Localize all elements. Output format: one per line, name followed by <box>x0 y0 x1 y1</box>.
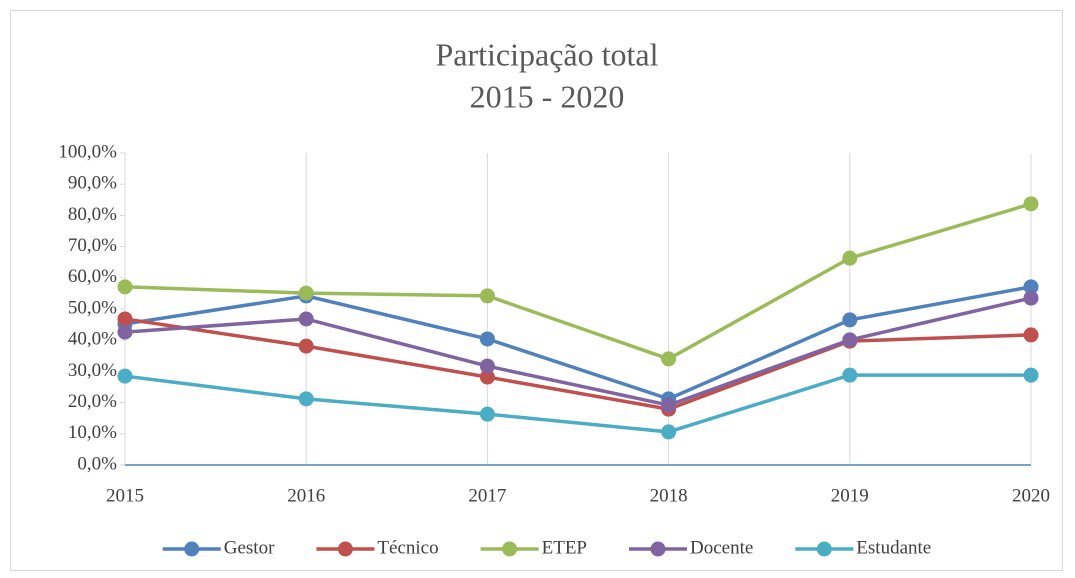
point <box>1023 196 1039 212</box>
series-line <box>124 285 1032 401</box>
point <box>1023 279 1039 295</box>
legend-marker <box>184 541 200 557</box>
legend-label: Gestor <box>224 537 275 558</box>
point <box>298 391 314 407</box>
legend-marker <box>816 541 832 557</box>
point <box>479 369 495 385</box>
point <box>298 311 314 327</box>
y-tick-label: 60,0% <box>68 266 117 287</box>
point <box>842 250 858 266</box>
y-tick-label: 30,0% <box>68 360 117 381</box>
point <box>298 285 314 301</box>
point <box>117 368 133 384</box>
y-tick-label: 0,0% <box>77 453 117 474</box>
point <box>117 324 133 340</box>
x-tick-label: 2017 <box>468 485 506 506</box>
point <box>1023 367 1039 383</box>
point <box>479 288 495 304</box>
x-tick-label: 2019 <box>831 485 869 506</box>
legend-marker <box>650 541 666 557</box>
point <box>1023 290 1039 306</box>
point <box>661 424 677 440</box>
point <box>117 311 133 327</box>
y-tick-label: 70,0% <box>68 235 117 256</box>
legend-label: ETEP <box>542 537 587 558</box>
y-tick-label: 80,0% <box>68 204 117 225</box>
x-tick-label: 2016 <box>287 485 325 506</box>
point <box>842 312 858 328</box>
point <box>117 279 133 295</box>
series-line <box>124 296 1032 407</box>
legend-label: Estudante <box>856 537 931 558</box>
series-line <box>124 373 1031 434</box>
legend: Gestor Técnico ETEP Docente Estudante <box>162 537 931 558</box>
y-tick-label: 100,0% <box>58 141 117 162</box>
point <box>661 351 677 367</box>
point <box>479 331 495 347</box>
series-line <box>124 317 1032 411</box>
x-tick-label: 2020 <box>1012 485 1050 506</box>
x-tick-label: 2018 <box>650 485 688 506</box>
chart-title: Participação total <box>435 36 658 72</box>
legend-label: Técnico <box>377 537 438 558</box>
y-tick-label: 90,0% <box>68 173 117 194</box>
legend-marker <box>337 541 353 557</box>
point <box>842 332 858 348</box>
point <box>479 358 495 374</box>
chart-subtitle: 2015 - 2020 <box>470 78 625 114</box>
y-tick-label: 40,0% <box>68 329 117 350</box>
point <box>842 367 858 383</box>
y-tick-label: 20,0% <box>68 391 117 412</box>
point <box>1023 327 1039 343</box>
y-tick-label: 50,0% <box>68 297 117 318</box>
y-tick-label: 10,0% <box>68 422 117 443</box>
x-tick-label: 2015 <box>106 485 144 506</box>
legend-marker <box>502 541 518 557</box>
point <box>479 406 495 422</box>
legend-label: Docente <box>690 537 753 558</box>
point <box>298 338 314 354</box>
point <box>661 397 677 413</box>
series-line <box>124 202 1032 361</box>
